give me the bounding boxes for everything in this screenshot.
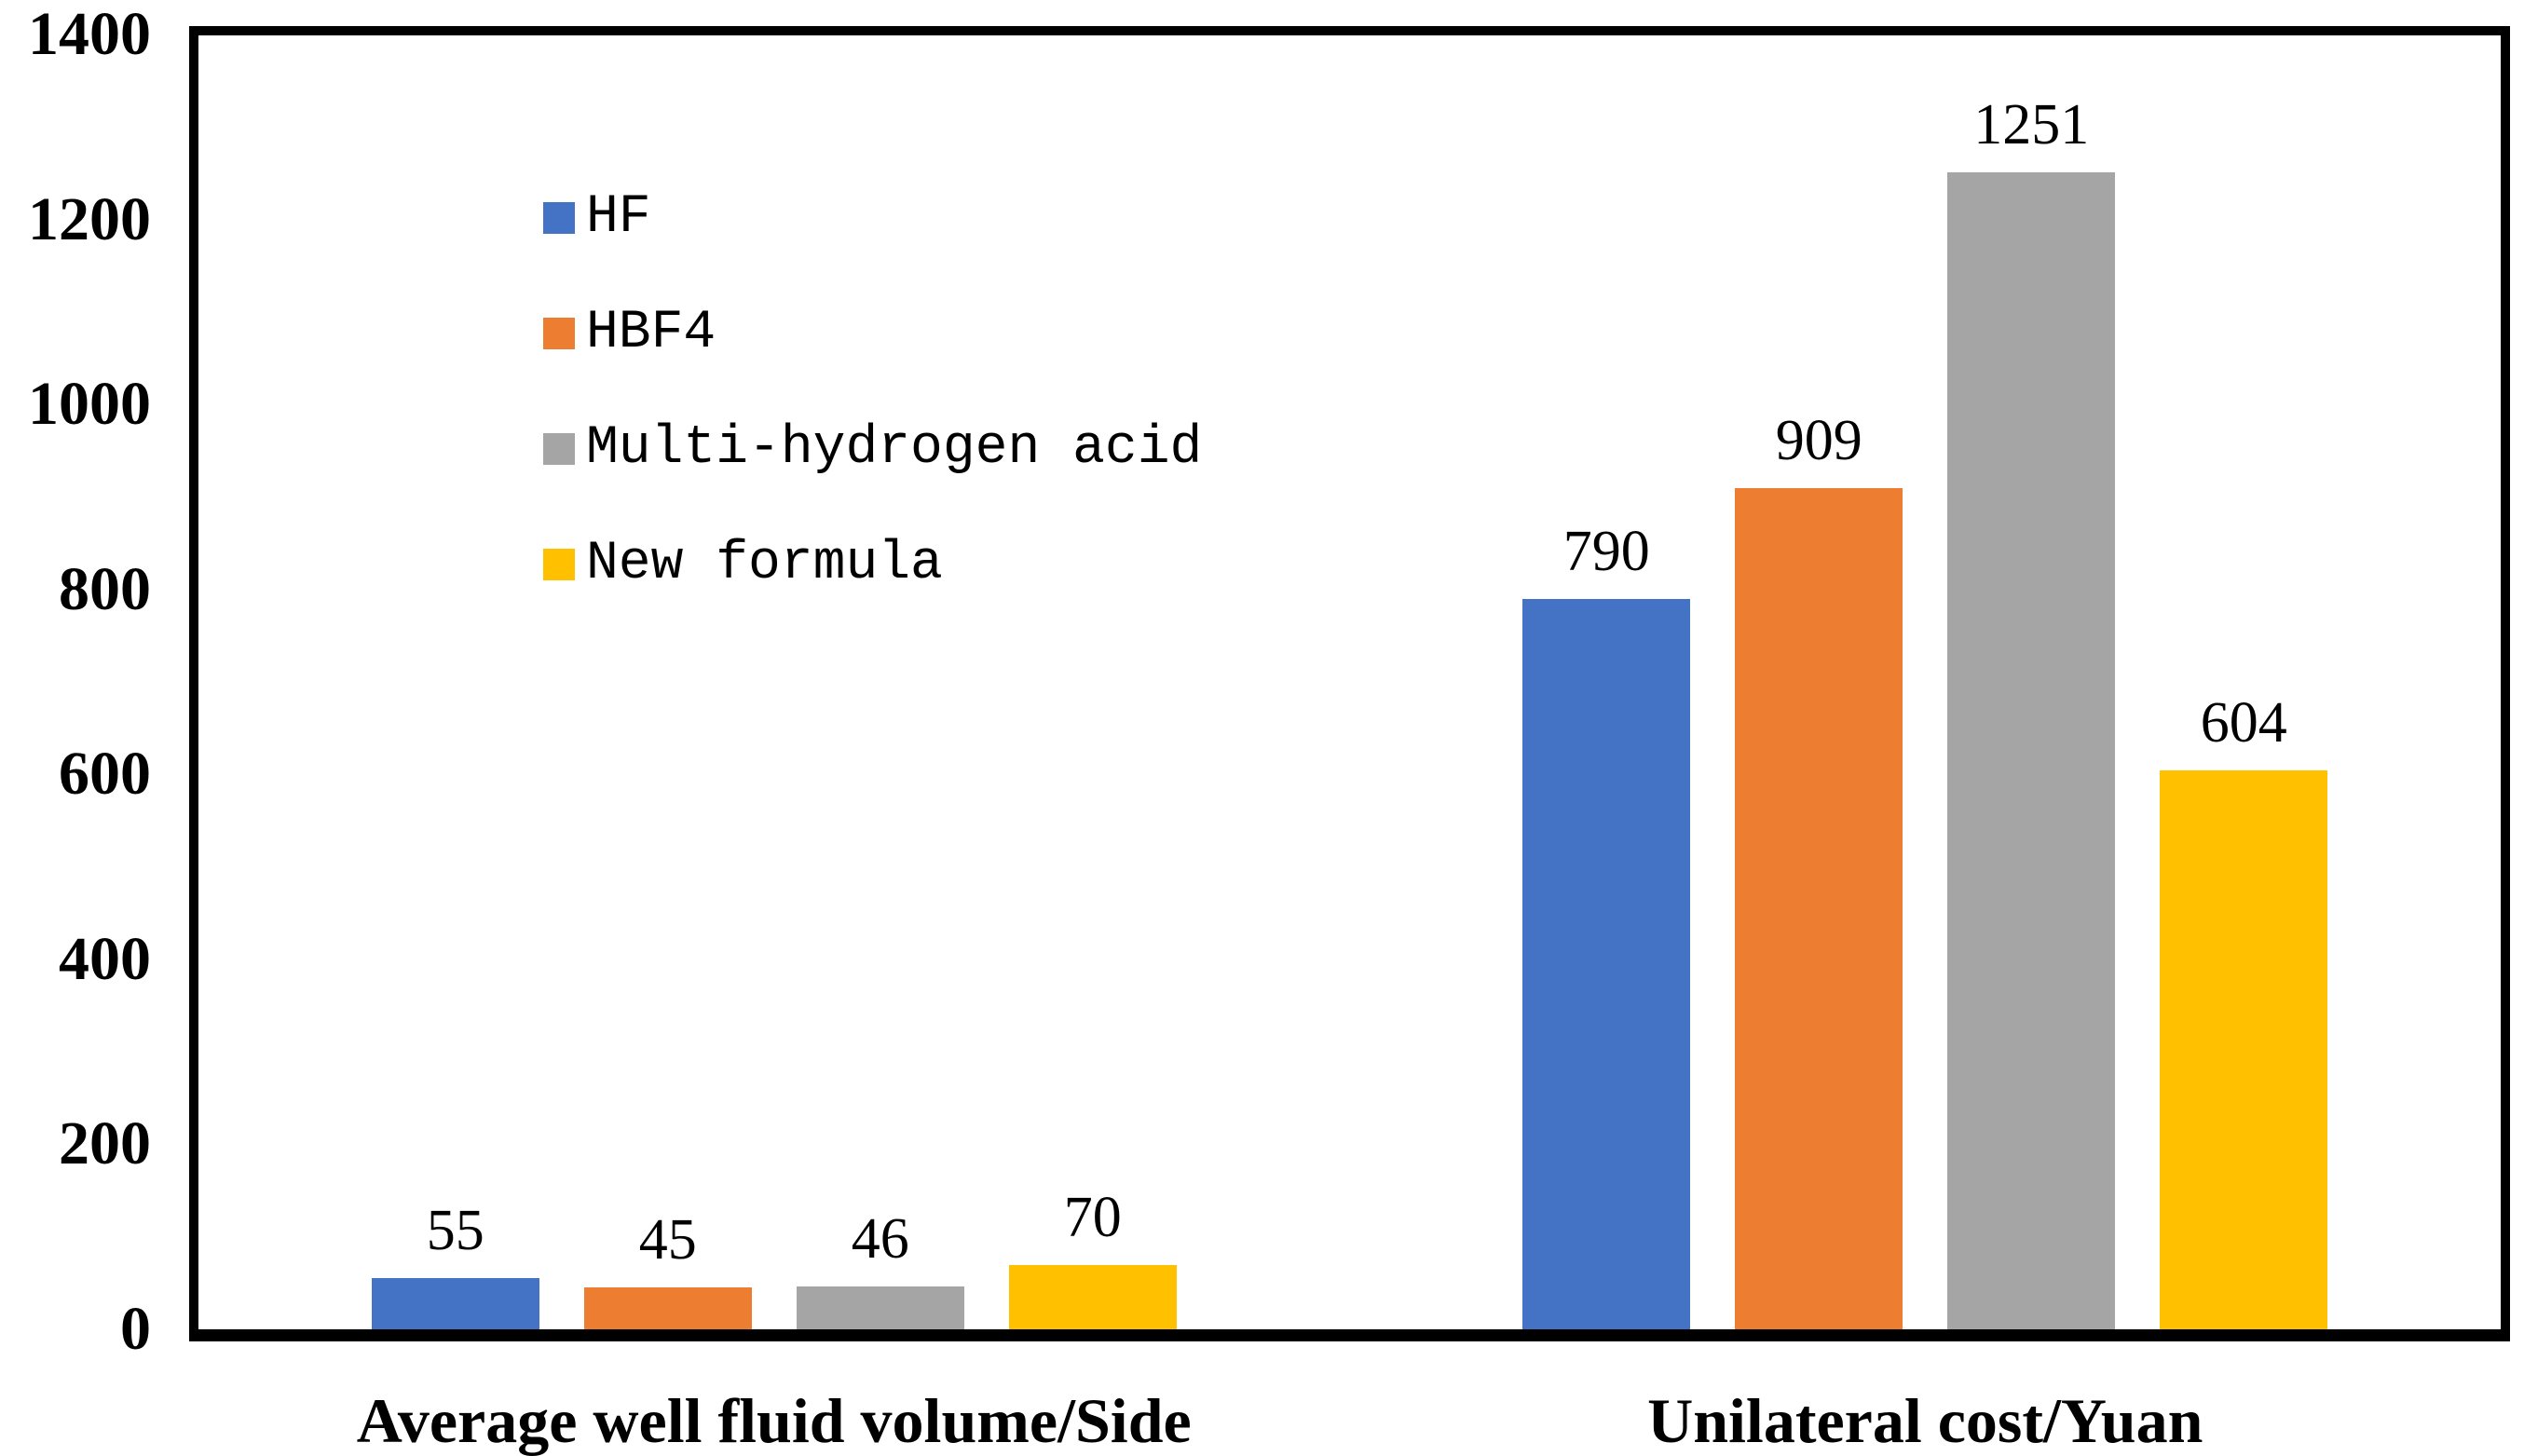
x-category-label-0: Average well fluid volume/Side (356, 1385, 1192, 1456)
value-label-new-formula-cat0: 70 (1063, 1185, 1122, 1249)
value-label-hf-cat1: 790 (1562, 519, 1650, 583)
value-label-multi-hydrogen-acid-cat1: 1251 (1973, 92, 2090, 156)
legend-label-multi-hydrogen-acid: Multi-hydrogen acid (586, 418, 1203, 479)
y-tick-label-600: 600 (59, 740, 151, 809)
legend-item-new-formula: New formula (543, 534, 943, 594)
y-tick-label-400: 400 (59, 924, 151, 993)
y-tick-label-1000: 1000 (28, 370, 151, 439)
legend-swatch-hbf4 (543, 318, 575, 349)
y-tick-label-0: 0 (120, 1295, 151, 1363)
legend-item-hf: HF (543, 187, 651, 248)
legend-item-hbf4: HBF4 (543, 303, 716, 363)
value-label-hbf4-cat1: 909 (1775, 409, 1862, 473)
bar-multi-hydrogen-acid-cat0 (796, 1286, 964, 1329)
value-label-hf-cat0: 55 (426, 1199, 484, 1263)
y-tick-label-1200: 1200 (28, 184, 151, 253)
bar-new-formula-cat1 (2160, 770, 2328, 1329)
value-label-hbf4-cat0: 45 (638, 1208, 697, 1272)
y-tick-label-1400: 1400 (28, 0, 151, 68)
bar-hf-cat0 (371, 1278, 539, 1329)
legend-label-hbf4: HBF4 (586, 303, 716, 363)
bar-hbf4-cat0 (583, 1287, 752, 1329)
plot-area-border (189, 26, 2510, 1341)
value-label-multi-hydrogen-acid-cat0: 46 (851, 1207, 909, 1272)
legend-swatch-hf (543, 202, 575, 234)
x-category-label-1: Unilateral cost/Yuan (1647, 1385, 2203, 1456)
bar-hbf4-cat1 (1735, 488, 1903, 1329)
bar-hf-cat1 (1522, 598, 1691, 1329)
legend-swatch-new-formula (543, 549, 575, 580)
legend-label-new-formula: New formula (586, 534, 943, 594)
value-label-new-formula-cat1: 604 (2200, 691, 2287, 755)
bar-new-formula-cat0 (1008, 1264, 1177, 1329)
bar-multi-hydrogen-acid-cat1 (1947, 171, 2116, 1329)
y-tick-label-800: 800 (59, 554, 151, 623)
legend-item-multi-hydrogen-acid: Multi-hydrogen acid (543, 418, 1203, 479)
legend-label-hf: HF (586, 187, 651, 248)
legend-swatch-multi-hydrogen-acid (543, 433, 575, 465)
y-tick-label-200: 200 (59, 1109, 151, 1178)
